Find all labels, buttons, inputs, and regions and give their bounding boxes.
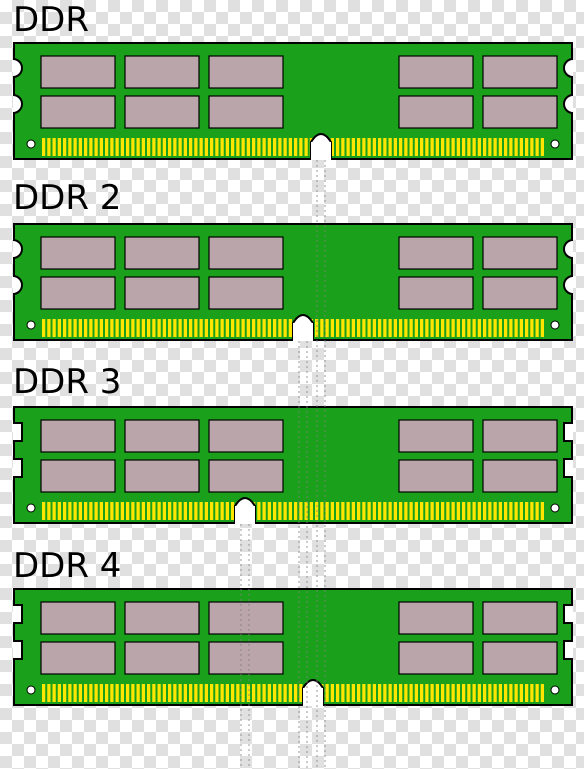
memory-chip (483, 420, 557, 452)
memory-chip (483, 460, 557, 492)
memory-chip (125, 96, 199, 128)
memory-chip (41, 96, 115, 128)
memory-chip (41, 56, 115, 88)
memory-chip (41, 642, 115, 674)
side-notch (13, 605, 22, 623)
ddr3-module (13, 406, 573, 524)
side-notch (564, 423, 573, 441)
screw-hole (551, 686, 559, 694)
memory-chip (125, 642, 199, 674)
ram-module-svg (13, 588, 573, 706)
memory-chip (125, 277, 199, 309)
memory-chip (125, 460, 199, 492)
memory-chip (399, 277, 473, 309)
memory-chip (483, 277, 557, 309)
diagram-canvas: DDR DDR 2 DDR 3 DDR 4 (0, 0, 584, 769)
memory-chip (209, 277, 283, 309)
side-notch (564, 605, 573, 623)
side-notch (564, 459, 573, 477)
memory-chip (399, 237, 473, 269)
memory-chip (125, 56, 199, 88)
memory-chip (399, 96, 473, 128)
memory-chip (483, 237, 557, 269)
memory-chip (209, 420, 283, 452)
ddr2-label: DDR 2 (13, 178, 121, 218)
memory-chip (41, 237, 115, 269)
side-notch (13, 459, 22, 477)
ddr1-module (13, 42, 573, 160)
side-notch (564, 641, 573, 659)
memory-chip (399, 420, 473, 452)
ram-module-svg (13, 223, 573, 341)
memory-chip (41, 420, 115, 452)
side-notch (13, 641, 22, 659)
side-notch (13, 423, 22, 441)
ddr3-label: DDR 3 (13, 362, 121, 402)
memory-chip (483, 642, 557, 674)
screw-hole (551, 321, 559, 329)
memory-chip (399, 642, 473, 674)
ddr4-label: DDR 4 (13, 546, 121, 586)
screw-hole (551, 504, 559, 512)
memory-chip (209, 96, 283, 128)
memory-chip (125, 420, 199, 452)
memory-chip (209, 460, 283, 492)
ddr4-module (13, 588, 573, 706)
screw-hole (27, 321, 35, 329)
memory-chip (41, 277, 115, 309)
memory-chip (41, 602, 115, 634)
memory-chip (399, 460, 473, 492)
memory-chip (399, 602, 473, 634)
memory-chip (399, 56, 473, 88)
memory-chip (125, 237, 199, 269)
memory-chip (483, 602, 557, 634)
screw-hole (551, 140, 559, 148)
memory-chip (209, 602, 283, 634)
memory-chip (209, 56, 283, 88)
ram-module-svg (13, 406, 573, 524)
ddr2-module (13, 223, 573, 341)
memory-chip (125, 602, 199, 634)
memory-chip (209, 642, 283, 674)
ddr1-label: DDR (13, 0, 89, 40)
memory-chip (483, 96, 557, 128)
ram-module-svg (13, 42, 573, 160)
memory-chip (41, 460, 115, 492)
memory-chip (209, 237, 283, 269)
screw-hole (27, 504, 35, 512)
memory-chip (483, 56, 557, 88)
screw-hole (27, 686, 35, 694)
screw-hole (27, 140, 35, 148)
